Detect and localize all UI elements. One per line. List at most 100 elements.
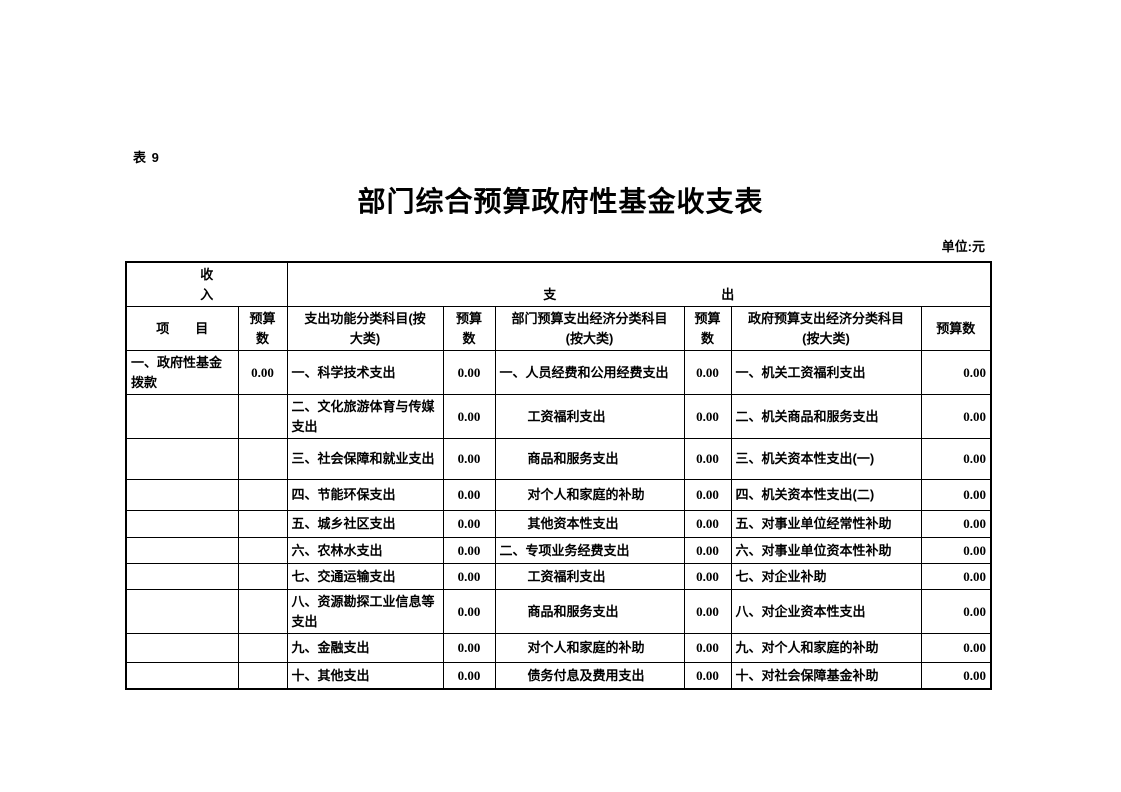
gov-amount-cell: 0.00 <box>920 510 992 538</box>
header-expenditure: 支出 <box>286 261 992 307</box>
dept-amount-cell: 0.00 <box>683 479 732 511</box>
table-row: 九、金融支出 0.00 对个人和家庭的补助 0.00 九、对个人和家庭的补助 0… <box>125 633 992 663</box>
income-amount-cell <box>237 537 288 564</box>
dept-amount-cell: 0.00 <box>683 662 732 689</box>
income-item-cell: 一、政府性基金拨款 <box>125 350 239 395</box>
dept-econ-cell: 工资福利支出 <box>494 394 685 439</box>
gov-amount-cell: 0.00 <box>920 537 992 564</box>
header-expenditure-right-char: 出 <box>721 286 735 302</box>
income-amount-cell <box>237 479 288 511</box>
col-header-dept-econ-class: 部门预算支出经济分类科目 (按大类) <box>494 306 685 351</box>
dept-econ-cell: 对个人和家庭的补助 <box>494 633 685 663</box>
dept-amount-cell: 0.00 <box>683 510 732 538</box>
col-header-budget-4: 预算数 <box>920 306 992 351</box>
func-class-cell: 五、城乡社区支出 <box>286 510 444 538</box>
income-item-cell <box>125 563 239 590</box>
income-item-cell <box>125 633 239 663</box>
gov-amount-cell: 0.00 <box>920 589 992 634</box>
gov-amount-cell: 0.00 <box>920 479 992 511</box>
col-header-func-class: 支出功能分类科目(按 大类) <box>286 306 444 351</box>
income-amount-cell <box>237 438 288 480</box>
func-class-cell: 十、其他支出 <box>286 662 444 689</box>
income-item-cell <box>125 479 239 511</box>
table-row: 十、其他支出 0.00 债务付息及费用支出 0.00 十、对社会保障基金补助 0… <box>125 662 992 689</box>
table-row: 七、交通运输支出 0.00 工资福利支出 0.00 七、对企业补助 0.00 <box>125 563 992 590</box>
func-amount-cell: 0.00 <box>442 350 496 395</box>
dept-econ-cell: 其他资本性支出 <box>494 510 685 538</box>
page-title: 部门综合预算政府性基金收支表 <box>357 186 764 217</box>
dept-econ-cell: 工资福利支出 <box>494 563 685 590</box>
gov-econ-cell: 四、机关资本性支出(二) <box>730 479 922 511</box>
unit-label: 单位:元 <box>941 239 985 254</box>
dept-econ-cell: 一、人员经费和公用经费支出 <box>494 350 685 395</box>
col-header-budget-3: 预算 数 <box>683 306 732 351</box>
gov-amount-cell: 0.00 <box>920 662 992 689</box>
table-number-label: 表 9 <box>133 150 160 165</box>
func-class-cell: 八、资源勘探工业信息等支出 <box>286 589 444 634</box>
gov-amount-cell: 0.00 <box>920 563 992 590</box>
budget-table: 收 入 支出 项 目 预算 数 支出功能分类科目(按 大类) 预算 数 部门预算… <box>125 261 993 690</box>
income-amount-cell <box>237 510 288 538</box>
header-row-groups: 收 入 支出 <box>125 261 992 307</box>
dept-econ-cell: 债务付息及费用支出 <box>494 662 685 689</box>
func-class-cell: 四、节能环保支出 <box>286 479 444 511</box>
income-amount-cell: 0.00 <box>237 350 288 395</box>
income-item-cell <box>125 510 239 538</box>
func-amount-cell: 0.00 <box>442 589 496 634</box>
func-amount-cell: 0.00 <box>442 438 496 480</box>
dept-econ-cell: 商品和服务支出 <box>494 589 685 634</box>
dept-econ-cell: 对个人和家庭的补助 <box>494 479 685 511</box>
func-amount-cell: 0.00 <box>442 479 496 511</box>
func-class-cell: 九、金融支出 <box>286 633 444 663</box>
income-item-cell <box>125 394 239 439</box>
table-row: 二、文化旅游体育与传媒支出 0.00 工资福利支出 0.00 二、机关商品和服务… <box>125 394 992 439</box>
income-amount-cell <box>237 633 288 663</box>
header-income: 收 入 <box>125 261 288 307</box>
gov-econ-cell: 五、对事业单位经常性补助 <box>730 510 922 538</box>
income-amount-cell <box>237 662 288 689</box>
gov-amount-cell: 0.00 <box>920 633 992 663</box>
func-amount-cell: 0.00 <box>442 394 496 439</box>
col-header-item: 项 目 <box>125 306 239 351</box>
income-item-cell <box>125 589 239 634</box>
table-row: 八、资源勘探工业信息等支出 0.00 商品和服务支出 0.00 八、对企业资本性… <box>125 589 992 634</box>
col-header-budget-1: 预算 数 <box>237 306 288 351</box>
income-item-cell <box>125 537 239 564</box>
dept-amount-cell: 0.00 <box>683 438 732 480</box>
gov-amount-cell: 0.00 <box>920 394 992 439</box>
func-class-cell: 七、交通运输支出 <box>286 563 444 590</box>
table-row: 四、节能环保支出 0.00 对个人和家庭的补助 0.00 四、机关资本性支出(二… <box>125 479 992 511</box>
func-amount-cell: 0.00 <box>442 537 496 564</box>
gov-econ-cell: 九、对个人和家庭的补助 <box>730 633 922 663</box>
gov-amount-cell: 0.00 <box>920 350 992 395</box>
header-row-columns: 项 目 预算 数 支出功能分类科目(按 大类) 预算 数 部门预算支出经济分类科… <box>125 306 992 351</box>
func-amount-cell: 0.00 <box>442 510 496 538</box>
func-amount-cell: 0.00 <box>442 633 496 663</box>
gov-amount-cell: 0.00 <box>920 438 992 480</box>
col-header-budget-2: 预算 数 <box>442 306 496 351</box>
gov-econ-cell: 二、机关商品和服务支出 <box>730 394 922 439</box>
gov-econ-cell: 八、对企业资本性支出 <box>730 589 922 634</box>
func-class-cell: 六、农林水支出 <box>286 537 444 564</box>
dept-amount-cell: 0.00 <box>683 633 732 663</box>
func-amount-cell: 0.00 <box>442 563 496 590</box>
func-class-cell: 一、科学技术支出 <box>286 350 444 395</box>
dept-amount-cell: 0.00 <box>683 563 732 590</box>
dept-econ-cell: 二、专项业务经费支出 <box>494 537 685 564</box>
income-amount-cell <box>237 563 288 590</box>
income-amount-cell <box>237 589 288 634</box>
func-class-cell: 三、社会保障和就业支出 <box>286 438 444 480</box>
gov-econ-cell: 一、机关工资福利支出 <box>730 350 922 395</box>
table-row: 六、农林水支出 0.00 二、专项业务经费支出 0.00 六、对事业单位资本性补… <box>125 537 992 564</box>
func-amount-cell: 0.00 <box>442 662 496 689</box>
dept-amount-cell: 0.00 <box>683 394 732 439</box>
header-expenditure-left-char: 支 <box>543 286 557 302</box>
gov-econ-cell: 六、对事业单位资本性补助 <box>730 537 922 564</box>
table-row: 三、社会保障和就业支出 0.00 商品和服务支出 0.00 三、机关资本性支出(… <box>125 438 992 480</box>
table-row: 五、城乡社区支出 0.00 其他资本性支出 0.00 五、对事业单位经常性补助 … <box>125 510 992 538</box>
col-header-gov-econ-class: 政府预算支出经济分类科目 (按大类) <box>730 306 922 351</box>
income-item-cell <box>125 662 239 689</box>
dept-econ-cell: 商品和服务支出 <box>494 438 685 480</box>
dept-amount-cell: 0.00 <box>683 350 732 395</box>
